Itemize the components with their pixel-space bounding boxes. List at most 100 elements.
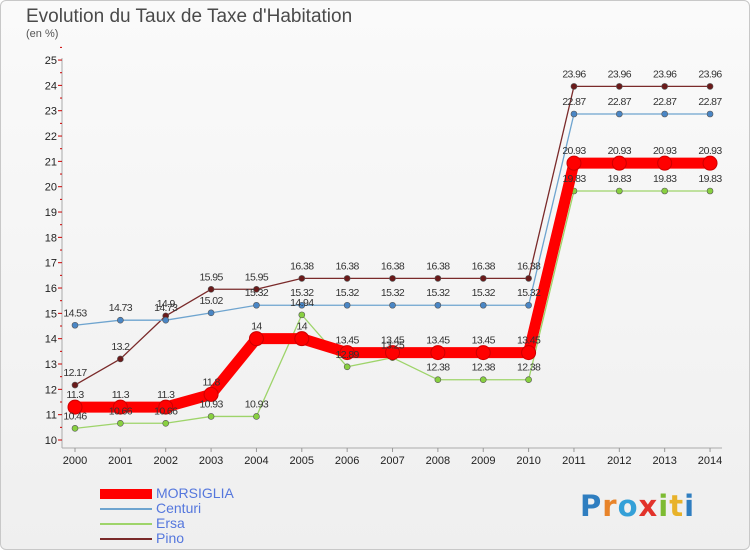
data-point-centuri — [117, 316, 124, 324]
data-point-morsiglia — [112, 399, 128, 415]
data-label-pino: 16.38 — [336, 260, 360, 272]
data-label-morsiglia: 14 — [251, 321, 262, 333]
data-label-ersa: 14.94 — [290, 297, 314, 309]
data-point-morsiglia — [294, 331, 310, 347]
data-point-morsiglia — [158, 399, 174, 415]
data-point-morsiglia — [203, 386, 219, 402]
data-point-centuri — [162, 316, 170, 324]
data-label-ersa: 10.93 — [245, 398, 269, 410]
data-point-morsiglia — [521, 345, 537, 361]
x-tick-label: 2000 — [63, 455, 87, 467]
legend-swatch-ersa — [100, 523, 152, 525]
data-label-centuri: 15.32 — [336, 287, 360, 299]
logo-letter: i — [684, 489, 696, 523]
data-label-centuri: 15.32 — [290, 287, 314, 299]
legend-label-pino: Pino — [156, 530, 185, 546]
x-tick-label: 2006 — [335, 455, 359, 467]
y-tick-label: 19 — [45, 207, 57, 219]
data-label-ersa: 19.83 — [562, 173, 586, 185]
data-label-centuri: 15.32 — [381, 287, 405, 299]
data-point-pino — [253, 285, 260, 293]
y-tick-label: 17 — [45, 258, 57, 270]
x-tick-label: 2010 — [516, 455, 540, 467]
logo-letter: t — [669, 489, 685, 523]
data-point-pino — [343, 275, 351, 282]
y-tick-label: 18 — [45, 232, 57, 244]
y-tick-label: 12 — [45, 384, 57, 396]
data-point-pino — [616, 83, 623, 90]
y-tick-label: 20 — [45, 182, 57, 194]
x-tick-label: 2008 — [426, 455, 450, 467]
data-point-pino — [706, 83, 714, 90]
data-label-morsiglia: 14 — [297, 321, 308, 333]
data-point-pino — [525, 275, 532, 282]
data-point-pino — [207, 285, 215, 293]
data-label-ersa: 12.38 — [517, 362, 541, 374]
data-point-ersa — [117, 419, 124, 427]
logo-letter: P — [580, 489, 603, 523]
data-point-morsiglia — [385, 345, 401, 361]
legend-swatch-pino — [100, 538, 152, 540]
data-point-pino — [570, 83, 578, 90]
data-label-centuri: 14.73 — [109, 302, 133, 314]
data-point-pino — [117, 355, 124, 363]
proxiti-logo: Proxiti — [580, 489, 695, 523]
data-point-centuri — [207, 309, 215, 317]
data-point-ersa — [525, 376, 532, 384]
data-label-pino: 16.38 — [290, 260, 314, 272]
data-label-morsiglia: 13.45 — [381, 335, 405, 347]
legend-label-morsiglia: MORSIGLIA — [156, 485, 234, 501]
data-label-morsiglia: 20.93 — [698, 145, 722, 157]
x-tick-label: 2004 — [244, 455, 268, 467]
y-tick-label: 15 — [45, 308, 57, 320]
logo-letter: x — [638, 489, 659, 523]
data-label-pino: 16.38 — [426, 260, 450, 272]
data-label-pino: 16.38 — [381, 260, 405, 272]
data-label-ersa: 12.89 — [336, 349, 360, 361]
data-point-centuri — [479, 301, 487, 309]
x-tick-label: 2014 — [698, 455, 722, 467]
data-label-ersa: 12.38 — [472, 362, 496, 374]
data-label-centuri: 15.32 — [426, 287, 450, 299]
data-label-centuri: 15.32 — [245, 287, 269, 299]
data-label-pino: 15.95 — [245, 271, 269, 283]
data-label-ersa: 19.83 — [653, 173, 677, 185]
data-point-centuri — [616, 110, 623, 118]
data-point-centuri — [661, 110, 668, 118]
data-point-morsiglia — [248, 331, 264, 347]
data-point-pino — [479, 275, 487, 282]
data-label-pino: 16.38 — [472, 260, 496, 272]
data-label-morsiglia: 13.45 — [426, 335, 450, 347]
logo-letter: r — [602, 489, 618, 523]
data-point-morsiglia — [339, 345, 355, 361]
data-label-pino: 23.96 — [653, 68, 677, 80]
data-label-pino: 16.38 — [517, 260, 541, 272]
x-tick-label: 2002 — [153, 455, 177, 467]
data-point-centuri — [253, 301, 260, 309]
data-label-centuri: 14.73 — [154, 302, 178, 314]
data-label-morsiglia: 13.45 — [517, 335, 541, 347]
data-label-ersa: 10.66 — [154, 405, 178, 417]
y-tick-label: 10 — [45, 435, 57, 447]
x-tick-label: 2007 — [380, 455, 404, 467]
data-point-ersa — [71, 425, 79, 432]
data-label-pino: 23.96 — [608, 68, 632, 80]
data-point-ersa — [479, 376, 487, 384]
data-label-morsiglia: 20.93 — [608, 145, 632, 157]
data-label-pino: 15.95 — [199, 271, 223, 283]
x-tick-label: 2013 — [652, 455, 676, 467]
data-label-centuri: 22.87 — [608, 96, 632, 108]
data-point-ersa — [253, 413, 260, 420]
data-label-centuri: 22.87 — [653, 96, 677, 108]
data-label-centuri: 15.32 — [517, 287, 541, 299]
data-point-ersa — [616, 187, 623, 195]
legend-label-ersa: Ersa — [156, 515, 185, 531]
data-point-pino — [434, 275, 442, 282]
data-label-pino: 12.17 — [63, 367, 87, 379]
x-tick-label: 2005 — [290, 455, 314, 467]
y-tick-label: 14 — [45, 334, 57, 346]
data-label-centuri: 14.53 — [63, 307, 87, 319]
x-tick-label: 2001 — [108, 455, 132, 467]
data-label-pino: 23.96 — [698, 68, 722, 80]
